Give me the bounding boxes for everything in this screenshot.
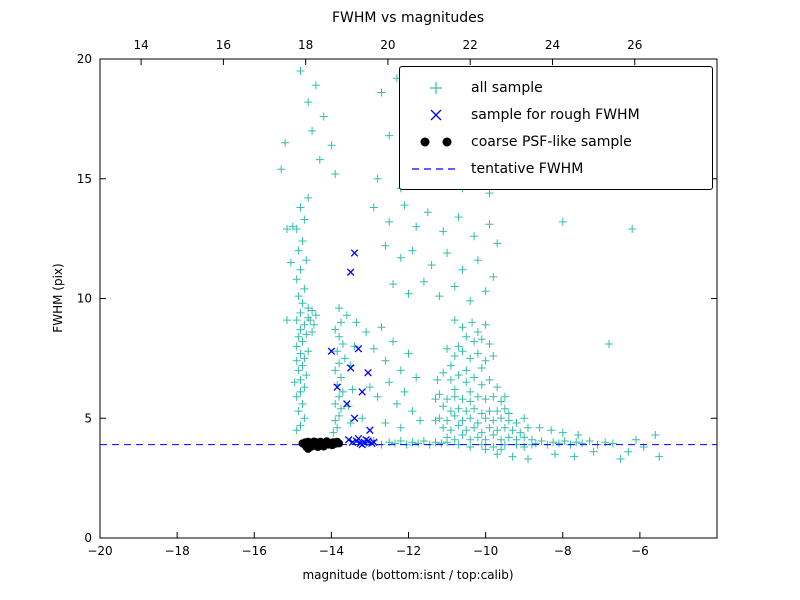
x-axis-label: magnitude (bottom:isnt / top:calib) — [302, 568, 514, 582]
legend-entry-all-sample: all sample — [410, 74, 702, 101]
legend-label-all-sample: all sample — [471, 79, 543, 96]
legend-label-tentative-fwhm: tentative FWHM — [471, 160, 584, 177]
x-bottom-tick-label: −18 — [164, 544, 189, 558]
y-axis-label: FWHM (pix) — [51, 263, 65, 333]
x-bottom-tick-label: −12 — [396, 544, 421, 558]
x-bottom-tick-label: −16 — [242, 544, 267, 558]
legend-entry-rough-fwhm: sample for rough FWHM — [410, 101, 702, 128]
legend-entry-tentative-fwhm: tentative FWHM — [410, 155, 702, 182]
legend-label-psf-sample: coarse PSF-like sample — [471, 133, 632, 150]
series-rough-fwhm — [327, 249, 378, 449]
x-top-tick-label: 26 — [627, 38, 642, 52]
y-tick-label: 0 — [84, 531, 92, 545]
x-top-tick-label: 22 — [463, 38, 478, 52]
x-bottom-tick-label: −10 — [473, 544, 498, 558]
series-psf-dots — [298, 437, 344, 453]
x-bottom-tick-label: −14 — [319, 544, 344, 558]
chart-title: FWHM vs magnitudes — [331, 10, 485, 26]
dashed-line-icon — [410, 161, 462, 177]
x-bottom-tick-label: −20 — [87, 544, 112, 558]
x-top-tick-label: 18 — [298, 38, 313, 52]
x-top-tick-label: 20 — [380, 38, 395, 52]
cross-marker-icon — [410, 107, 462, 123]
legend-entry-psf-sample: coarse PSF-like sample — [410, 128, 702, 155]
dots-marker-icon — [410, 134, 462, 150]
legend-label-rough-fwhm: sample for rough FWHM — [471, 106, 640, 123]
y-tick-label: 5 — [84, 411, 92, 425]
y-tick-label: 10 — [77, 292, 92, 306]
x-top-tick-label: 24 — [545, 38, 560, 52]
x-bottom-tick-label: −6 — [631, 544, 649, 558]
plus-marker-icon — [410, 80, 462, 96]
x-bottom-tick-label: −8 — [554, 544, 572, 558]
x-top-tick-label: 14 — [133, 38, 148, 52]
legend: all sample sample for rough FWHM coarse … — [399, 66, 713, 190]
y-tick-label: 20 — [77, 52, 92, 66]
x-top-tick-label: 16 — [216, 38, 231, 52]
y-tick-label: 15 — [77, 172, 92, 186]
